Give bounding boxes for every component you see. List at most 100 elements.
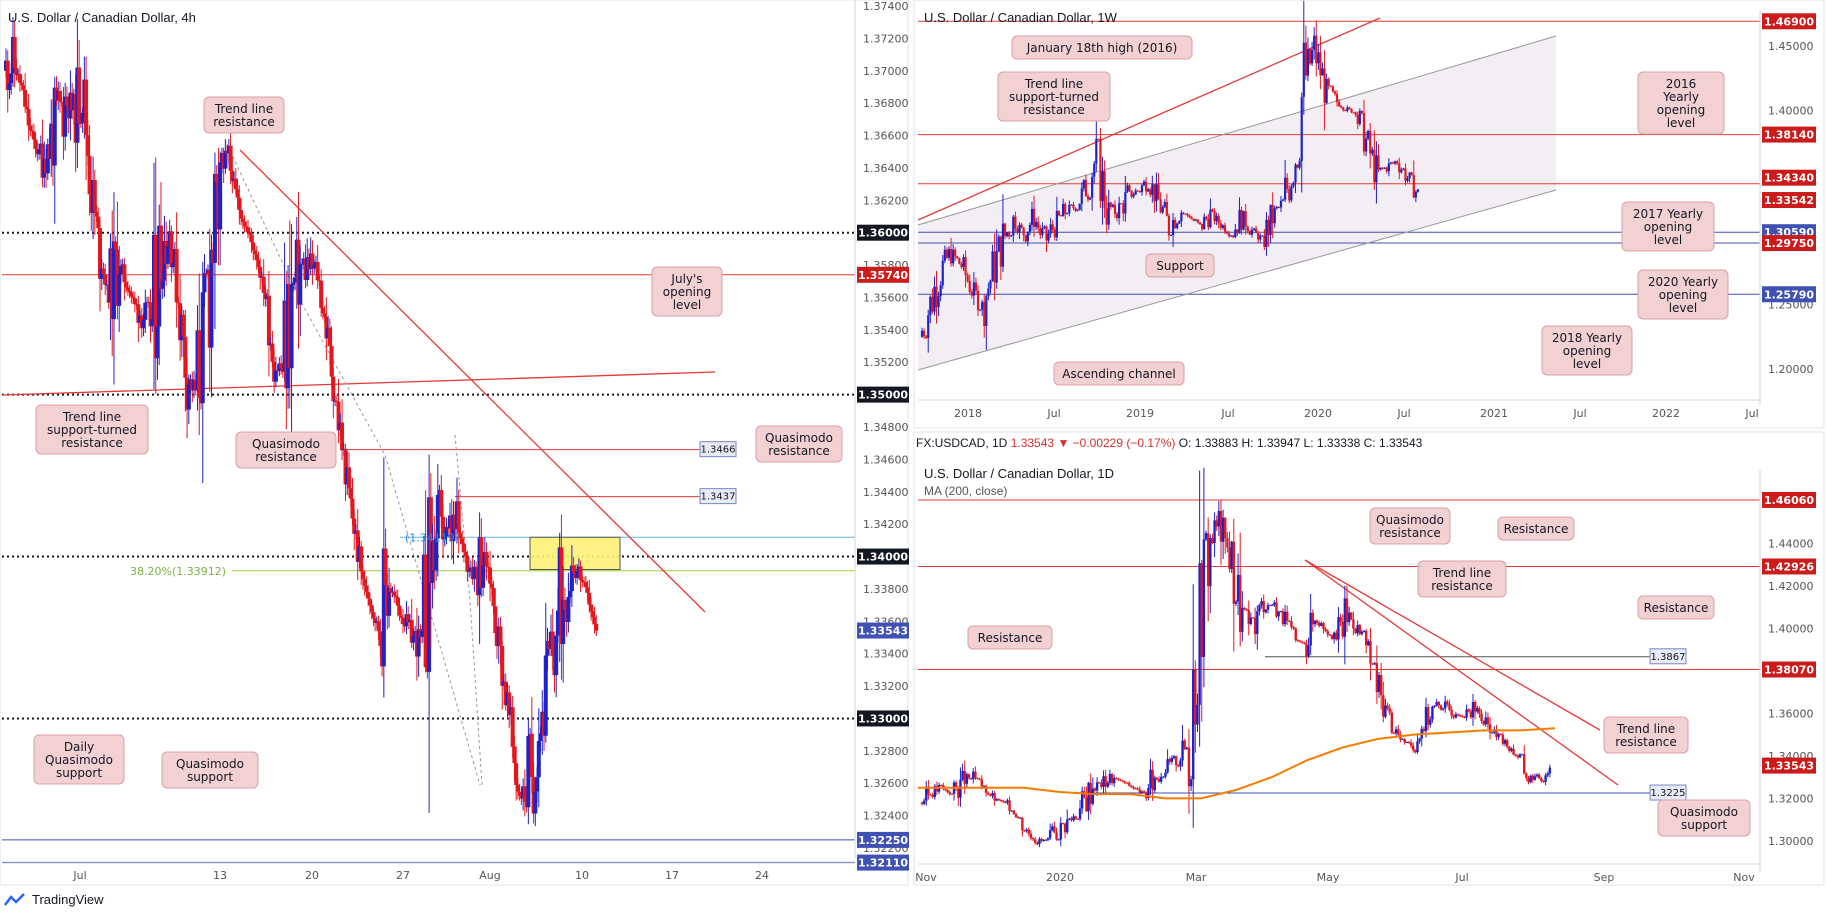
- w1-candle: [1306, 49, 1310, 76]
- h4-candle: [258, 266, 263, 278]
- w1-candle: [1213, 210, 1216, 222]
- d1-x-tick: 2020: [1046, 871, 1074, 884]
- d1-candle: [1068, 818, 1071, 820]
- w1-candle: [1400, 169, 1403, 173]
- w1-price-label: 1.33542: [1764, 194, 1814, 207]
- h4-candle: [26, 109, 31, 126]
- h4-candle: [366, 592, 371, 599]
- d1-candle: [1241, 607, 1244, 632]
- h4-candle: [571, 565, 576, 573]
- w1-candle: [1028, 224, 1031, 232]
- h4-candle: [266, 295, 271, 346]
- w1-candle: [1286, 177, 1289, 189]
- d1-candle: [1106, 782, 1109, 787]
- h4-candle: [435, 494, 440, 539]
- d1-price-label-bg: [1762, 661, 1816, 678]
- h4-callout-qm-res-right: Quasimodo resistance: [765, 431, 833, 458]
- h4-x-tick: 24: [755, 869, 769, 882]
- w1-candle: [947, 248, 951, 258]
- w1-candle: [1005, 232, 1009, 237]
- d1-price-label: 1.42926: [1764, 560, 1814, 573]
- d1-callout-resistance-right-bg: [1637, 595, 1715, 620]
- h4-candle: [233, 178, 238, 190]
- h4-candle: [78, 123, 83, 125]
- d1-candle: [1429, 719, 1432, 725]
- w1-price-label: 1.38140: [1764, 129, 1814, 142]
- w1-candle: [1362, 113, 1366, 152]
- tradingview-logo[interactable]: TradingView: [4, 892, 104, 907]
- d1-candle: [965, 774, 969, 784]
- w1-callout-2018-bg: [1541, 325, 1633, 376]
- d1-candle: [1245, 609, 1248, 611]
- d1-candle: [1390, 712, 1394, 733]
- w1-callout-channel: Ascending channel: [1062, 367, 1176, 381]
- d1-candle: [991, 793, 994, 796]
- h4-candle: [394, 595, 399, 598]
- w1-x-tick: Jul: [1396, 407, 1410, 420]
- w1-candle: [1142, 181, 1146, 186]
- h4-candle: [256, 260, 261, 267]
- w1-price-label-bg: [1762, 13, 1816, 30]
- w1-candle: [1223, 225, 1227, 232]
- w1-candle: [1246, 226, 1249, 232]
- h4-candle: [526, 736, 531, 808]
- h4-candle: [122, 264, 127, 283]
- h4-candle: [141, 319, 146, 329]
- d1-candle: [1183, 740, 1186, 749]
- h4-blue-level-label: (1.34119): [405, 531, 459, 544]
- d1-x-tick: May: [1317, 871, 1340, 884]
- d1-candle: [1123, 781, 1127, 783]
- w1-candle: [1331, 86, 1334, 92]
- d1-candle: [1108, 773, 1112, 783]
- h4-candle: [423, 554, 428, 668]
- h4-candle: [87, 155, 92, 195]
- w1-callout-channel-bg: [1053, 361, 1185, 386]
- w1-candle: [1145, 181, 1148, 192]
- d1-candle: [1373, 663, 1376, 665]
- h4-candle: [176, 302, 181, 304]
- d1-candle: [1029, 833, 1033, 839]
- d1-candle: [1441, 708, 1445, 710]
- w1-y-tick: 1.40000: [1768, 105, 1814, 118]
- h4-candle: [249, 234, 254, 243]
- w1-candle: [1059, 215, 1063, 217]
- w1-candle: [1080, 188, 1083, 204]
- w1-candle: [1196, 219, 1200, 223]
- d1-candle: [1452, 715, 1455, 718]
- h4-candle: [399, 615, 404, 618]
- d1-price-label-bg: [1762, 558, 1816, 575]
- d1-candle: [1164, 772, 1167, 777]
- h4-callout-daily-qm-bg: [33, 734, 125, 785]
- w1-candle: [1091, 176, 1094, 198]
- w1-candle: [1165, 201, 1168, 216]
- w1-y-tick: 1.20000: [1768, 363, 1814, 376]
- h4-candle: [329, 345, 334, 377]
- d1-y-tick: 1.36000: [1768, 707, 1814, 720]
- h4-candle: [543, 655, 548, 736]
- d1-y-tick: 1.30000: [1768, 835, 1814, 848]
- w1-candle: [1124, 192, 1127, 214]
- w1-candle: [1128, 185, 1131, 191]
- d1-candle: [1198, 563, 1201, 705]
- w1-candle: [1209, 209, 1212, 228]
- d1-candle: [1271, 604, 1274, 606]
- h4-price-label-bg: [857, 831, 909, 848]
- h4-x-tick: 10: [575, 869, 589, 882]
- w1-candle: [1030, 208, 1034, 225]
- d1-candle: [1431, 706, 1434, 720]
- h4-candle: [324, 316, 329, 339]
- w1-candle: [1215, 215, 1218, 222]
- d1-candle: [1006, 800, 1009, 803]
- d1-candle: [1379, 675, 1383, 696]
- h4-candle: [148, 302, 153, 327]
- w1-x-tick: Jul: [1572, 407, 1586, 420]
- d1-candle: [1132, 786, 1135, 789]
- w1-candle: [1101, 171, 1104, 202]
- h4-candle: [230, 170, 235, 182]
- h4-candle: [350, 498, 355, 519]
- d1-candle: [1339, 617, 1342, 622]
- w1-candle: [1240, 209, 1243, 230]
- h4-price-label: 1.33543: [858, 625, 908, 638]
- d1-candle: [1010, 810, 1013, 812]
